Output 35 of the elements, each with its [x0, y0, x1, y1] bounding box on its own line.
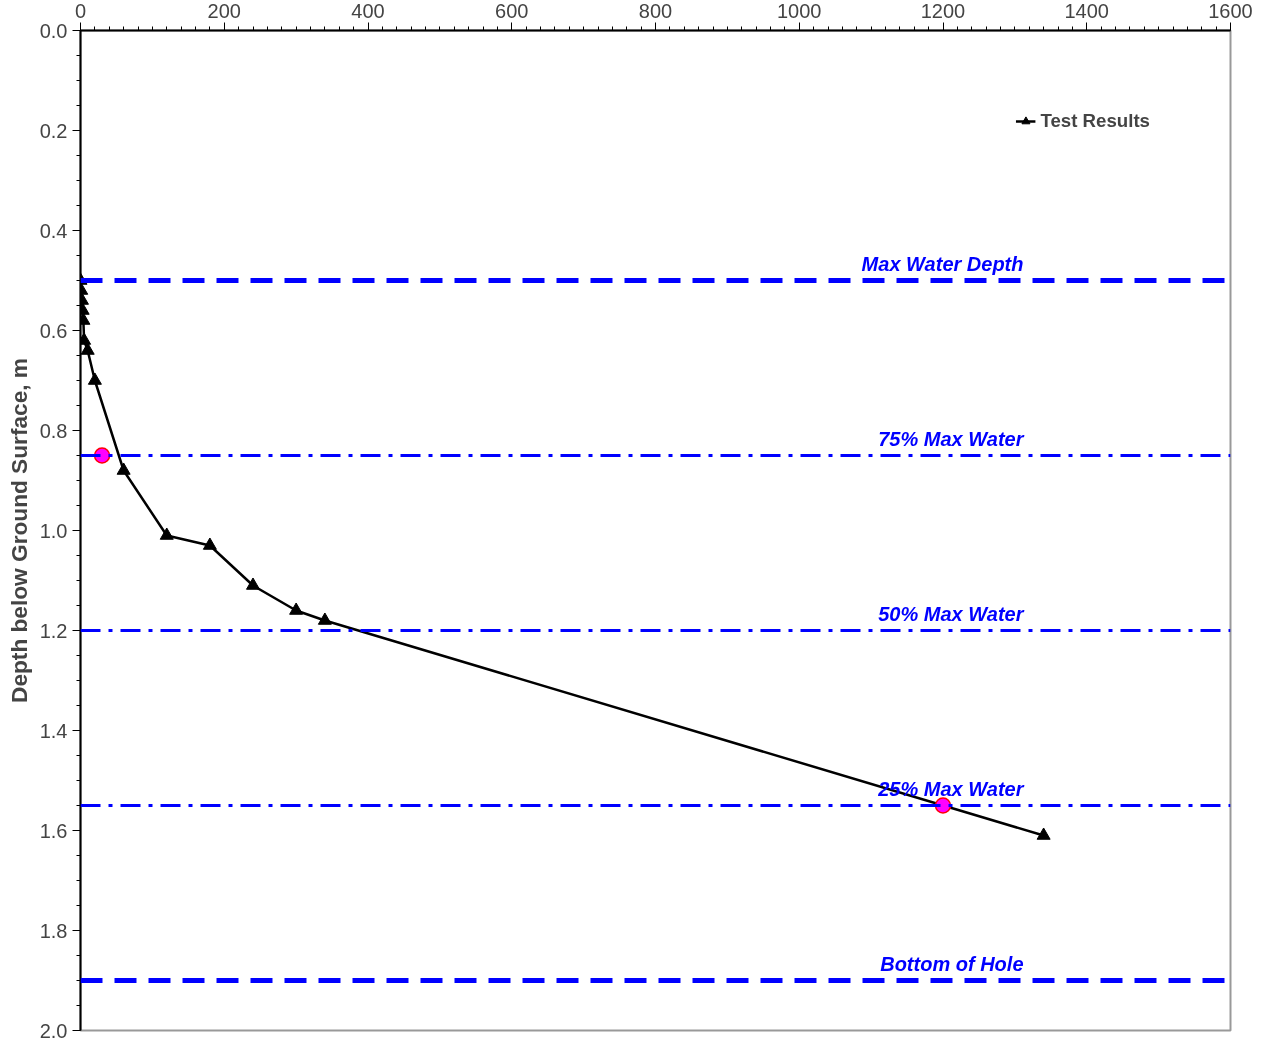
y-tick-label: 0.0 — [39, 19, 68, 42]
x-tick-label: 400 — [351, 0, 385, 22]
point — [289, 602, 304, 615]
y-tick-label: 1.4 — [39, 719, 68, 742]
y-tick-label: 0.2 — [39, 119, 68, 142]
ref-line-label: 50% Max Water — [878, 602, 1025, 625]
x-tick-label: 1600 — [1208, 0, 1253, 22]
y-tick-label: 0.8 — [39, 419, 68, 442]
x-tick-label: 1000 — [777, 0, 822, 22]
legend-label: Test Results — [1040, 110, 1150, 132]
y-tick-label: 1.0 — [39, 519, 68, 542]
x-tick-label: 200 — [207, 0, 241, 22]
point — [159, 527, 174, 540]
point — [116, 462, 131, 475]
y-axis-title: Depth below Ground Surface, m — [5, 358, 32, 703]
x-tick-label: 600 — [495, 0, 529, 22]
point — [317, 612, 332, 625]
ref-line-label: Bottom of Hole — [880, 952, 1024, 975]
y-tick-label: 0.4 — [39, 219, 68, 242]
y-tick-label: 1.8 — [39, 919, 68, 942]
x-tick-label: 800 — [638, 0, 673, 22]
y-tick-label: 0.6 — [39, 319, 68, 342]
y-tick-label: 1.2 — [39, 619, 68, 642]
x-tick-label: 1200 — [920, 0, 966, 22]
point — [80, 342, 95, 355]
ref-line-label: Max Water Depth — [861, 252, 1024, 275]
point — [246, 577, 260, 590]
y-tick-label: 2.0 — [39, 1019, 68, 1042]
x-tick-label: 1400 — [1064, 0, 1109, 22]
point — [87, 372, 102, 385]
point — [1036, 827, 1051, 840]
y-tick-label: 1.6 — [39, 819, 68, 842]
ref-line-label: 75% Max Water — [878, 427, 1025, 450]
x-tick-label: 0 — [74, 0, 87, 22]
point — [202, 537, 217, 550]
